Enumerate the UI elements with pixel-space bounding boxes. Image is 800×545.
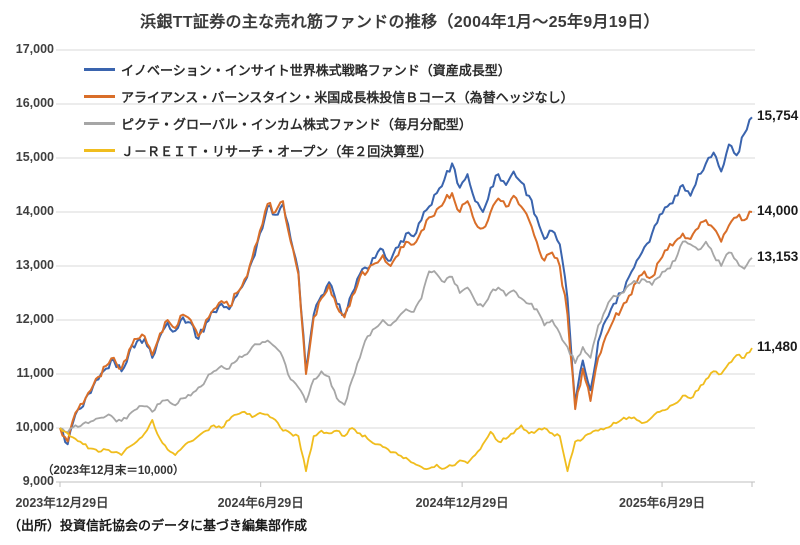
series-end-label: 11,480 bbox=[757, 339, 798, 355]
y-axis-tick-label: 11,000 bbox=[16, 366, 54, 380]
legend-swatch-line bbox=[84, 122, 115, 125]
chart-title: 浜銀TT証券の主な売れ筋ファンドの推移（2004年1月～25年9月19日） bbox=[140, 14, 660, 31]
legend-item-label: Ｊ－ＲＥＩＴ・リサーチ・オープン（年２回決算型） bbox=[121, 144, 433, 159]
series-end-label: 14,000 bbox=[757, 203, 799, 218]
series-line-3 bbox=[59, 240, 753, 434]
source-note: （出所）投資信託協会のデータに基づき編集部作成 bbox=[8, 518, 308, 533]
y-axis-tick-label: 13,000 bbox=[15, 258, 54, 272]
series-end-label: 15,754 bbox=[757, 108, 799, 124]
series-line-4 bbox=[59, 347, 753, 473]
y-axis-tick-label: 10,000 bbox=[15, 420, 54, 434]
legend: イノベーション・インサイト世界株式戦略ファンド（資産成長型） アライアンス・バーン… bbox=[84, 56, 574, 164]
legend-swatch-line bbox=[84, 149, 115, 152]
legend-swatch-line bbox=[84, 68, 115, 71]
x-axis-tick-label: 2025年6月29日 bbox=[618, 496, 706, 510]
x-axis-tick-label: 2024年6月29日 bbox=[217, 496, 304, 510]
y-axis-tick-label: 9,000 bbox=[22, 474, 54, 488]
legend-item: Ｊ－ＲＥＩＴ・リサーチ・オープン（年２回決算型） bbox=[84, 137, 574, 164]
y-axis-tick-label: 16,000 bbox=[15, 96, 54, 110]
legend-item-label: イノベーション・インサイト世界株式戦略ファンド（資産成長型） bbox=[121, 63, 511, 78]
x-axis-tick-label: 2023年12月29日 bbox=[15, 496, 109, 510]
x-axis-tick-label: 2024年12月29日 bbox=[415, 496, 509, 510]
legend-item: ピクテ・グローバル・インカム株式ファンド（毎月分配型） bbox=[84, 110, 574, 137]
legend-item: イノベーション・インサイト世界株式戦略ファンド（資産成長型） bbox=[84, 56, 574, 83]
y-axis-tick-label: 15,000 bbox=[15, 150, 54, 164]
legend-item: アライアンス・バーンスタイン・米国成長株投信Ｂコース（為替ヘッジなし） bbox=[84, 83, 574, 110]
baseline-note: （2023年12月末＝10,000） bbox=[42, 465, 185, 477]
series-end-label: 13,153 bbox=[757, 248, 799, 264]
series-line-2 bbox=[59, 192, 753, 443]
legend-swatch-line bbox=[84, 95, 115, 98]
y-axis-tick-label: 12,000 bbox=[15, 312, 54, 326]
series-line-1 bbox=[59, 116, 753, 446]
y-axis-tick-label: 14,000 bbox=[15, 204, 54, 218]
legend-item-label: アライアンス・バーンスタイン・米国成長株投信Ｂコース（為替ヘッジなし） bbox=[121, 90, 574, 105]
legend-item-label: ピクテ・グローバル・インカム株式ファンド（毎月分配型） bbox=[121, 117, 472, 132]
y-axis-tick-label: 17,000 bbox=[15, 42, 54, 56]
